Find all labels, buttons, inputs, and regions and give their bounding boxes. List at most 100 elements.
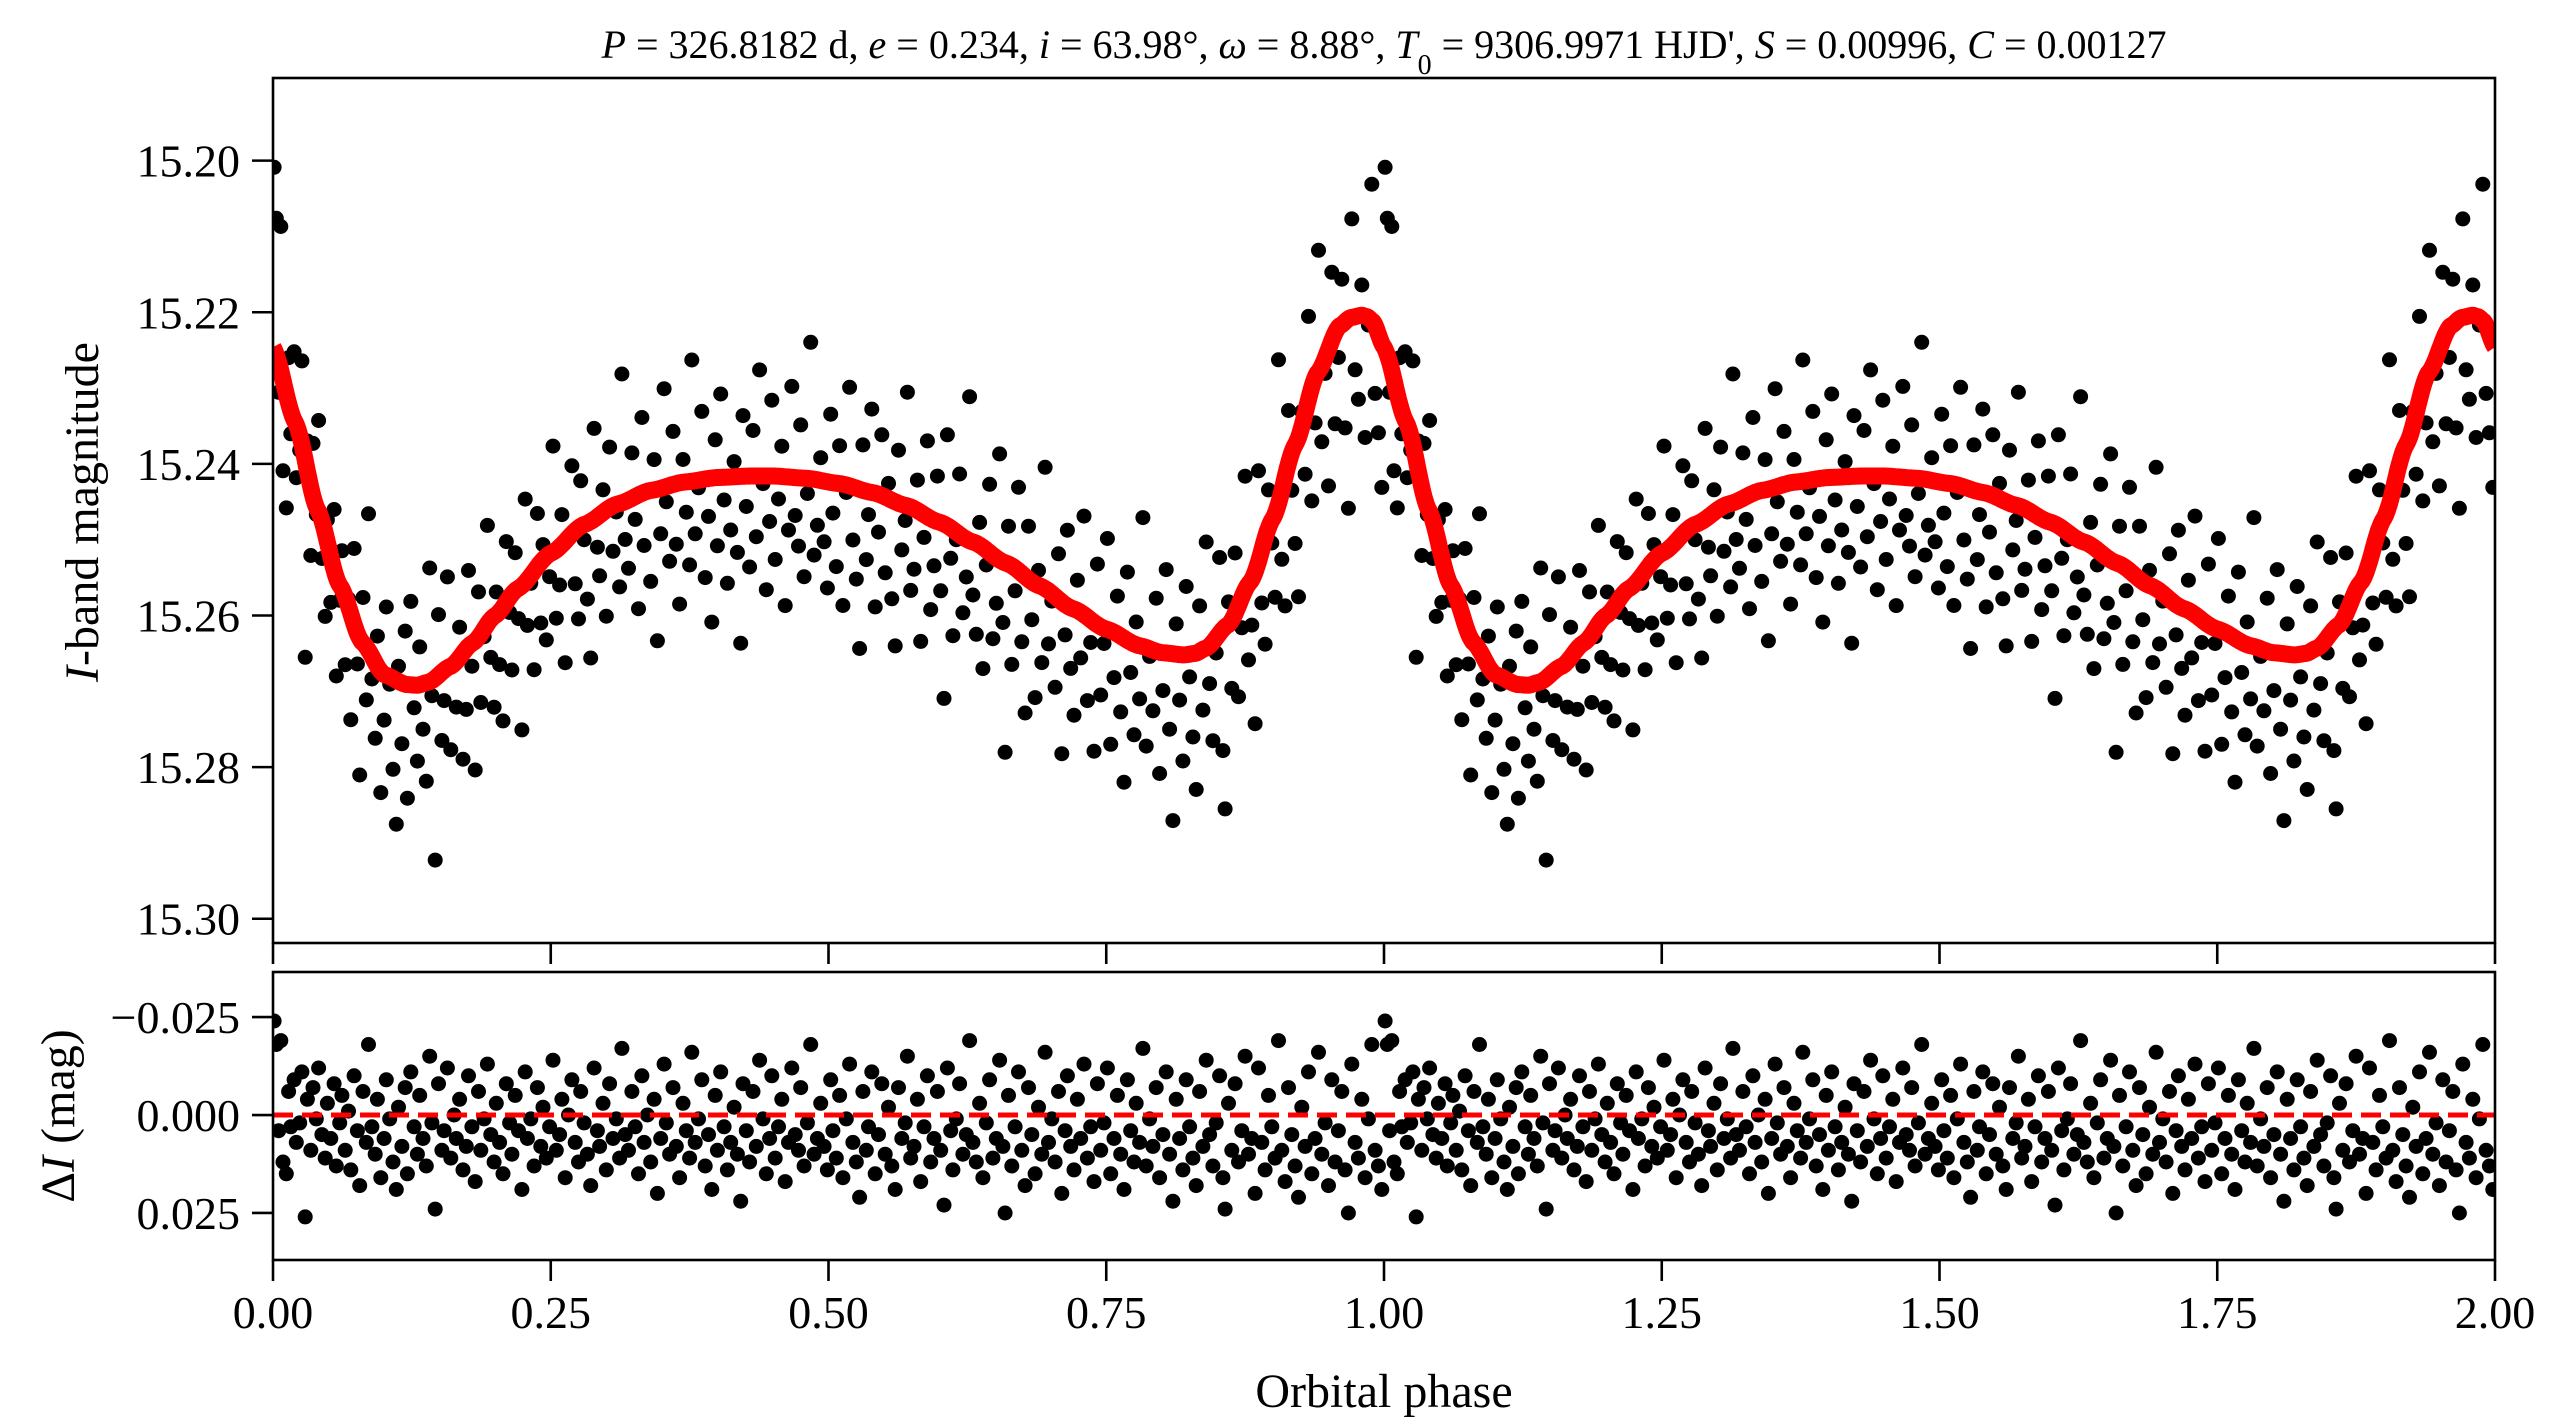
residual-point: [678, 1123, 694, 1139]
residual-point: [2326, 1170, 2342, 1186]
data-point: [2128, 705, 2144, 721]
residual-point: [1004, 1158, 1020, 1174]
title-part: C: [1967, 22, 1995, 67]
residual-point: [1566, 1162, 1582, 1178]
data-point: [1202, 676, 1218, 692]
residual-point: [281, 1084, 297, 1099]
residual-point: [2079, 1154, 2095, 1170]
data-point: [1073, 650, 1089, 666]
residual-point: [1572, 1068, 1587, 1084]
residual-point: [391, 1099, 406, 1115]
data-point: [1439, 668, 1455, 684]
residual-point: [2348, 1048, 2364, 1064]
data-point: [704, 614, 720, 630]
data-point: [1895, 378, 1911, 394]
data-point: [2174, 660, 2190, 676]
residual-point: [1542, 1076, 1557, 1092]
data-point: [1457, 541, 1473, 556]
residual-point: [2234, 1123, 2250, 1139]
residual-point: [1132, 1134, 1148, 1150]
data-point: [1334, 271, 1350, 287]
residual-point: [1370, 1158, 1386, 1174]
data-point: [1988, 565, 2004, 581]
y-tick-label: 15.24: [137, 439, 241, 490]
residual-point: [1603, 1134, 1619, 1150]
data-point: [1123, 665, 1139, 680]
residual-point: [1985, 1076, 2001, 1092]
residual-point: [288, 1134, 304, 1150]
residual-point: [2402, 1189, 2417, 1205]
data-point: [294, 353, 310, 369]
residual-point: [1584, 1142, 1600, 1158]
residual-point: [299, 1091, 315, 1107]
data-point: [1597, 699, 1613, 715]
residual-point: [1659, 1142, 1675, 1158]
data-point: [656, 381, 672, 397]
residual-point: [668, 1138, 684, 1154]
residual-point: [2445, 1084, 2461, 1099]
data-point: [1165, 813, 1181, 829]
data-point: [273, 159, 282, 175]
residual-point: [1995, 1158, 2011, 1174]
residual-point: [2112, 1087, 2127, 1103]
residual-point: [1463, 1178, 1479, 1194]
data-point: [1198, 534, 1214, 550]
residual-point: [2243, 1134, 2259, 1150]
residual-point: [2089, 1115, 2105, 1131]
residual-point: [1815, 1182, 1831, 1197]
residual-point: [1205, 1158, 1221, 1174]
data-point: [955, 605, 971, 621]
data-point: [573, 473, 589, 489]
data-point: [514, 722, 530, 738]
residual-point: [1978, 1166, 1994, 1182]
residual-point: [1533, 1048, 1549, 1064]
residual-point: [1011, 1064, 1026, 1080]
data-point: [1917, 547, 1933, 563]
data-point: [1975, 401, 1991, 417]
data-point: [403, 593, 419, 609]
data-point: [2422, 242, 2437, 258]
data-point: [684, 352, 700, 368]
data-point: [504, 662, 520, 678]
residual-point: [733, 1193, 749, 1209]
residual-point: [2115, 1158, 2131, 1174]
data-point: [1625, 722, 1641, 738]
residual-point: [443, 1150, 459, 1166]
residual-point: [658, 1115, 674, 1131]
bottom-y-axis: −0.025 0.000 0.025: [111, 992, 273, 1239]
residual-point: [1982, 1127, 1997, 1143]
residual-point: [1357, 1170, 1373, 1186]
data-point: [2010, 384, 2026, 400]
residual-point: [2368, 1162, 2384, 1178]
residual-point: [1195, 1138, 1211, 1154]
residual-point: [656, 1056, 672, 1072]
residual-point: [2197, 1174, 2213, 1190]
data-point: [855, 437, 871, 453]
residual-point: [2083, 1095, 2099, 1111]
residual-point: [1384, 1033, 1400, 1049]
data-point: [891, 442, 906, 458]
data-point: [1939, 559, 1955, 575]
residual-point: [771, 1119, 786, 1135]
residual-point: [1510, 1166, 1526, 1182]
residual-point: [729, 1146, 745, 1162]
residual-point: [1508, 1080, 1524, 1096]
residual-point: [1538, 1201, 1554, 1217]
residual-point: [1307, 1131, 1323, 1146]
residual-point: [1162, 1146, 1178, 1162]
data-point: [2227, 774, 2243, 790]
residual-point: [2398, 1158, 2414, 1174]
data-point: [1863, 362, 1879, 378]
data-point: [1454, 712, 1470, 728]
data-point: [554, 507, 570, 523]
residual-point: [955, 1146, 971, 1162]
data-point: [2020, 472, 2036, 488]
data-point: [2269, 562, 2285, 578]
residual-point: [1966, 1084, 1982, 1099]
data-point: [636, 538, 652, 553]
residual-point: [2441, 1123, 2457, 1139]
data-point: [617, 532, 633, 547]
data-point: [343, 712, 359, 728]
data-point: [452, 619, 468, 635]
residual-point: [1287, 1158, 1303, 1174]
